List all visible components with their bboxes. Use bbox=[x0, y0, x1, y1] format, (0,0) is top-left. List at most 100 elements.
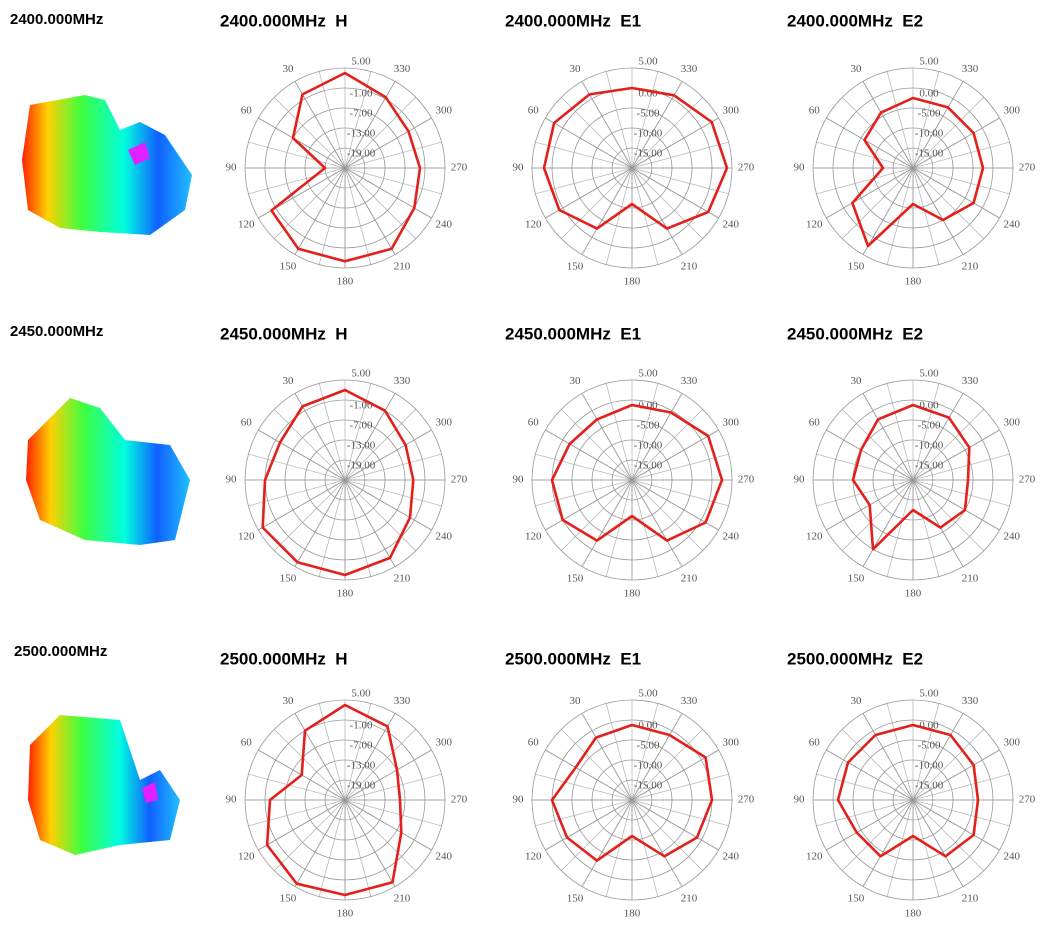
angle-tick-label: 180 bbox=[905, 276, 922, 288]
radial-grid-ring bbox=[571, 419, 693, 541]
radial-tick-label: -5.00 bbox=[637, 108, 660, 120]
spoke bbox=[816, 799, 914, 827]
radial-grid-ring bbox=[852, 739, 974, 861]
angle-grid-line bbox=[631, 429, 719, 481]
radial-tick-label: -15.00 bbox=[634, 460, 663, 472]
spoke bbox=[842, 97, 914, 169]
angle-grid-line bbox=[912, 393, 964, 481]
radial-tick-label: -5.00 bbox=[918, 740, 941, 752]
radial-tick-label: 5.00 bbox=[919, 368, 939, 380]
radial-grid-ring bbox=[531, 379, 733, 581]
angle-tick-label: 330 bbox=[681, 375, 698, 387]
angle-tick-label: 150 bbox=[848, 572, 865, 584]
spoke bbox=[605, 383, 633, 481]
angle-tick-label: 120 bbox=[525, 531, 542, 543]
spoke bbox=[912, 773, 1010, 801]
spoke bbox=[816, 479, 914, 507]
spoke bbox=[535, 479, 633, 507]
spoke bbox=[248, 799, 346, 827]
spoke bbox=[631, 167, 729, 195]
angle-tick-label: 120 bbox=[806, 531, 823, 543]
radial-grid-ring bbox=[304, 439, 386, 521]
angle-tick-label: 330 bbox=[962, 375, 979, 387]
angle-tick-label: 240 bbox=[1003, 851, 1020, 863]
angle-tick-label: 90 bbox=[513, 794, 525, 806]
angle-grid-line bbox=[862, 799, 914, 887]
chart-title: 2450.000MHz E2 bbox=[787, 324, 923, 343]
radial-grid-ring bbox=[892, 147, 934, 189]
spoke bbox=[344, 799, 372, 897]
angle-tick-label: 240 bbox=[435, 851, 452, 863]
spoke bbox=[912, 729, 984, 801]
spoke bbox=[561, 167, 633, 239]
radial-tick-label: -15.00 bbox=[915, 148, 944, 160]
angle-tick-label: 300 bbox=[722, 417, 739, 429]
angle-tick-label: 150 bbox=[567, 260, 584, 272]
angle-grid-line bbox=[631, 479, 683, 567]
angle-tick-label: 270 bbox=[738, 794, 755, 806]
spoke bbox=[886, 703, 914, 801]
chart-title: 2450.000MHz E1 bbox=[505, 324, 641, 343]
angle-tick-label: 180 bbox=[624, 276, 641, 288]
spoke bbox=[274, 409, 346, 481]
spoke bbox=[605, 71, 633, 169]
angle-grid-line bbox=[344, 393, 396, 481]
spoke bbox=[912, 479, 1010, 507]
angle-tick-label: 270 bbox=[1019, 794, 1036, 806]
radial-grid-ring bbox=[244, 67, 446, 269]
spoke bbox=[886, 799, 914, 897]
spoke bbox=[842, 479, 914, 551]
angle-tick-label: 240 bbox=[722, 219, 739, 231]
radial-grid-ring bbox=[571, 739, 693, 861]
angle-grid-line bbox=[631, 479, 719, 531]
spoke bbox=[274, 729, 346, 801]
spoke bbox=[886, 383, 914, 481]
angle-tick-label: 270 bbox=[451, 474, 468, 486]
angle-grid-line bbox=[258, 479, 346, 531]
radial-grid-ring bbox=[852, 107, 974, 229]
angle-tick-label: 240 bbox=[1003, 531, 1020, 543]
radial-tick-label: -10.00 bbox=[915, 760, 944, 772]
angle-tick-label: 60 bbox=[809, 105, 821, 117]
radial-tick-label: 0.00 bbox=[919, 88, 939, 100]
angle-grid-line bbox=[344, 81, 396, 169]
radial-tick-label: -19.00 bbox=[347, 460, 376, 472]
spoke bbox=[631, 383, 659, 481]
angle-grid-line bbox=[344, 167, 432, 219]
radial-grid-ring bbox=[531, 67, 733, 269]
radial-grid-ring bbox=[832, 719, 994, 881]
radial-grid-ring bbox=[892, 779, 934, 821]
angle-tick-label: 60 bbox=[241, 105, 253, 117]
radial-tick-label: -5.00 bbox=[637, 420, 660, 432]
radial-grid-ring bbox=[591, 759, 673, 841]
radial-tick-label: 5.00 bbox=[351, 688, 371, 700]
angle-grid-line bbox=[912, 749, 1000, 801]
spoke bbox=[605, 703, 633, 801]
spoke bbox=[912, 479, 984, 551]
radial-tick-label: -1.00 bbox=[350, 88, 373, 100]
angle-grid-line bbox=[912, 81, 964, 169]
radial-grid-ring bbox=[872, 439, 954, 521]
spoke bbox=[886, 479, 914, 577]
angle-tick-label: 60 bbox=[528, 737, 540, 749]
angle-tick-label: 150 bbox=[848, 260, 865, 272]
angle-tick-label: 180 bbox=[337, 908, 354, 920]
angle-tick-label: 300 bbox=[1003, 417, 1020, 429]
spoke bbox=[344, 729, 416, 801]
pattern-3d-peak bbox=[142, 782, 158, 803]
spoke bbox=[886, 71, 914, 169]
angle-grid-line bbox=[912, 167, 964, 255]
radial-tick-label: -15.00 bbox=[915, 780, 944, 792]
angle-tick-label: 120 bbox=[238, 219, 255, 231]
angle-tick-label: 30 bbox=[283, 63, 295, 75]
radial-grid-ring bbox=[872, 127, 954, 209]
angle-tick-label: 150 bbox=[280, 892, 297, 904]
spoke bbox=[344, 71, 372, 169]
spoke bbox=[248, 773, 346, 801]
angle-tick-label: 210 bbox=[394, 260, 411, 272]
angle-tick-label: 180 bbox=[905, 588, 922, 600]
angle-grid-line bbox=[912, 479, 964, 567]
angle-tick-label: 30 bbox=[283, 375, 295, 387]
angle-tick-label: 240 bbox=[722, 851, 739, 863]
angle-grid-line bbox=[258, 429, 346, 481]
